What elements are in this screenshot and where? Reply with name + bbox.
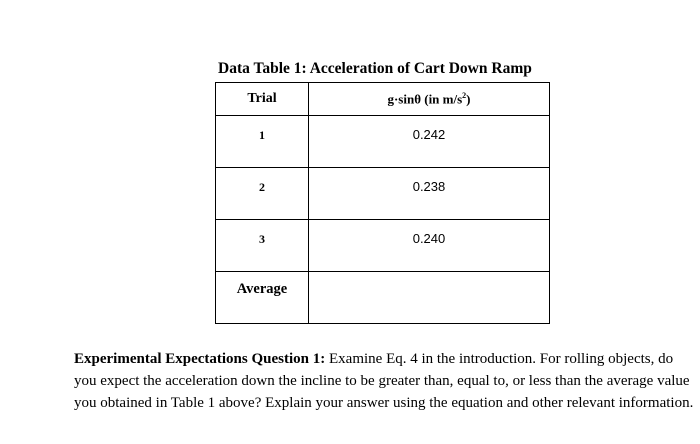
table-row: 2 0.238 [215, 167, 550, 220]
trial-cell: 1 [215, 115, 309, 168]
question-text: Examine Eq. 4 in the introduction. For r… [74, 351, 694, 411]
average-label: Average [215, 271, 309, 324]
header-value-exponent: 2 [462, 90, 467, 100]
value-cell: 0.240 [308, 219, 550, 272]
average-value-cell[interactable] [308, 271, 550, 324]
table-average-row: Average [215, 271, 550, 324]
data-table: Trial g·sinθ (in m/s2) 1 0.242 2 0.238 3… [215, 82, 550, 324]
value-cell: 0.238 [308, 167, 550, 220]
trial-cell: 3 [215, 219, 309, 272]
header-trial: Trial [215, 82, 309, 116]
question-label: Experimental Expectations Question 1: [74, 351, 326, 367]
table-row: 1 0.242 [215, 115, 550, 168]
question-paragraph: Experimental Expectations Question 1: Ex… [74, 348, 694, 414]
trial-cell: 2 [215, 167, 309, 220]
table-header-row: Trial g·sinθ (in m/s2) [215, 82, 550, 116]
table-row: 3 0.240 [215, 219, 550, 272]
header-value-main: g·sinθ (in m/s [387, 91, 463, 107]
value-cell: 0.242 [308, 115, 550, 168]
table-title: Data Table 1: Acceleration of Cart Down … [218, 60, 532, 77]
header-value-close: ) [466, 91, 471, 107]
header-value: g·sinθ (in m/s2) [308, 82, 550, 116]
